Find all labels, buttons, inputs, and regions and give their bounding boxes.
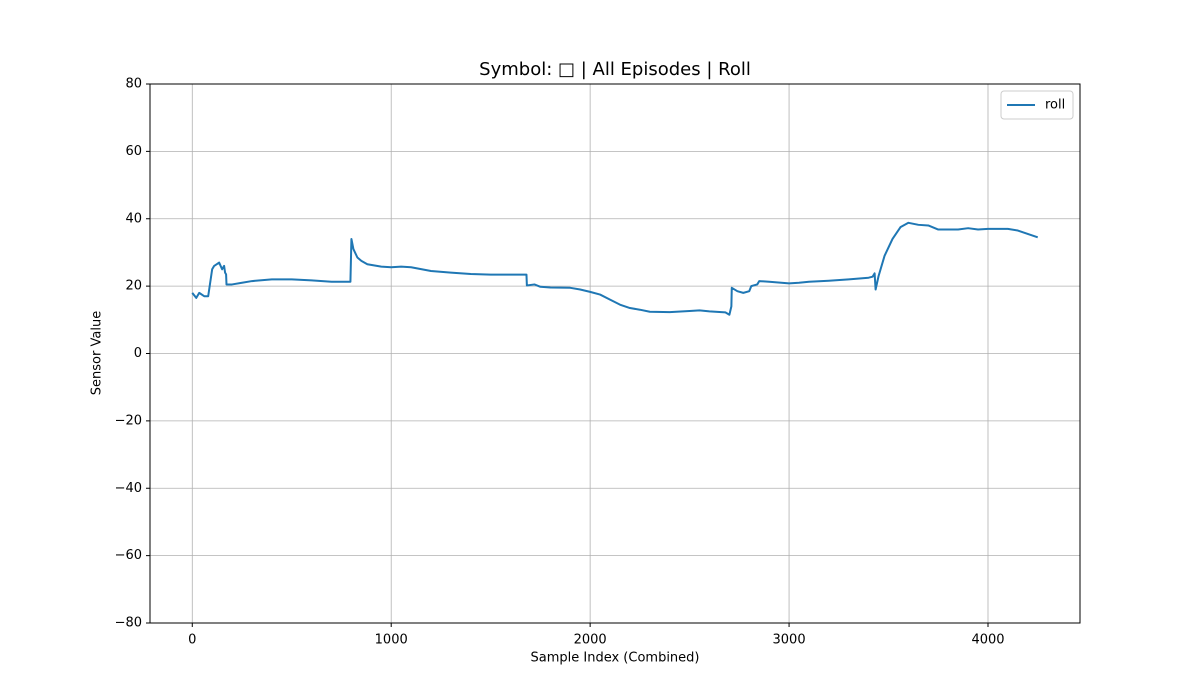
y-tick-label: −40 (115, 481, 142, 496)
y-tick-label: 20 (125, 279, 142, 294)
y-tick-label: −20 (115, 413, 142, 428)
x-tick-label: 3000 (773, 633, 806, 648)
y-tick-label: 40 (125, 211, 142, 226)
chart-title: Symbol: □ | All Episodes | Roll (479, 59, 751, 80)
x-tick-label: 1000 (375, 633, 408, 648)
y-tick-label: 80 (125, 77, 142, 92)
x-tick-label: 0 (188, 633, 196, 648)
x-tick-label: 4000 (971, 633, 1004, 648)
legend-box (1000, 90, 1074, 120)
y-tick-label: 0 (134, 346, 142, 361)
plot-frame (149, 83, 1081, 624)
data-line (191, 221, 1039, 316)
y-tick-label: −80 (115, 616, 142, 631)
legend-label: roll (1045, 98, 1065, 113)
y-tick-label: 60 (125, 144, 142, 159)
y-tick-label: −60 (115, 548, 142, 563)
x-axis-label: Sample Index (Combined) (531, 651, 700, 666)
x-tick-label: 2000 (574, 633, 607, 648)
y-axis-label: Sensor Value (90, 311, 105, 395)
